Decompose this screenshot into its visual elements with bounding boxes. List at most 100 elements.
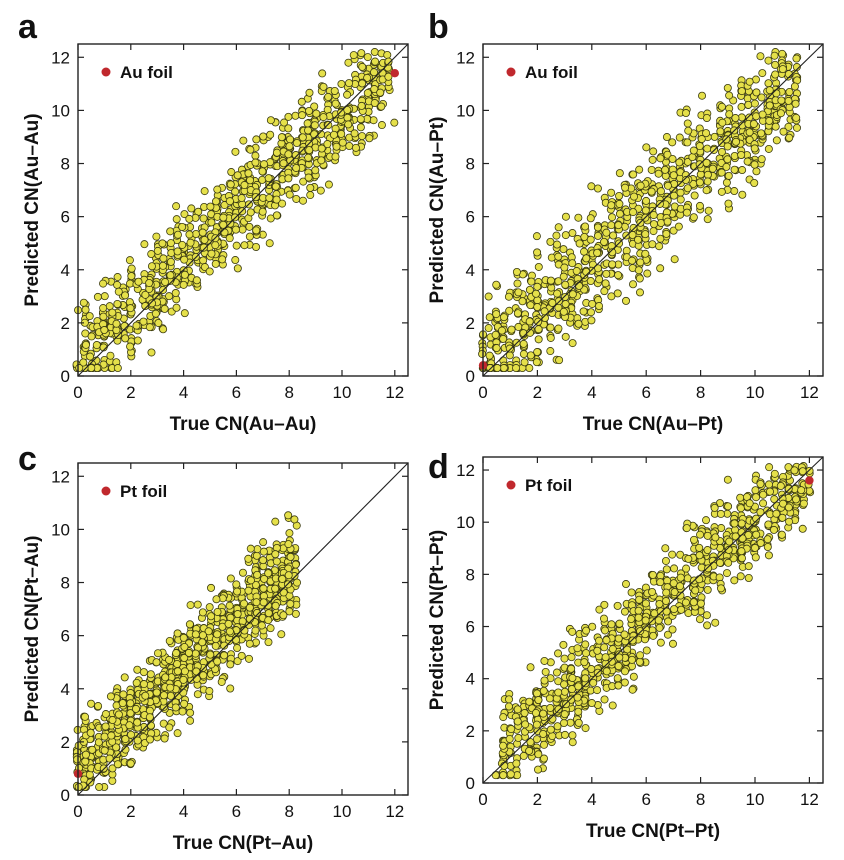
data-point	[141, 691, 150, 700]
data-point	[513, 717, 522, 726]
data-point	[663, 217, 672, 226]
y-tick-label: 6	[466, 618, 475, 637]
x-tick-label: 4	[179, 383, 188, 402]
data-point	[259, 547, 268, 556]
data-point	[534, 750, 543, 759]
data-point	[512, 267, 521, 276]
data-point	[737, 102, 746, 111]
data-point	[669, 191, 678, 200]
foil-point	[805, 476, 814, 485]
data-point	[629, 192, 638, 201]
data-point	[770, 51, 779, 60]
data-point	[376, 88, 385, 97]
data-point	[139, 680, 148, 689]
x-tick-label: 2	[126, 383, 135, 402]
data-point	[703, 546, 712, 555]
data-point	[561, 231, 570, 240]
data-point	[79, 298, 88, 307]
data-point	[797, 486, 806, 495]
data-point	[587, 699, 596, 708]
data-point	[722, 162, 731, 171]
data-point	[758, 110, 767, 119]
data-point	[648, 240, 657, 249]
data-point	[121, 334, 130, 343]
data-point	[670, 255, 679, 264]
y-tick-label: 2	[61, 733, 70, 752]
data-point	[179, 280, 188, 289]
data-point	[698, 91, 707, 100]
data-point	[654, 616, 663, 625]
data-point	[185, 214, 194, 223]
data-point	[643, 269, 652, 278]
data-point	[684, 609, 693, 618]
x-tick-label: 0	[73, 383, 82, 402]
y-tick-label: 8	[466, 155, 475, 174]
data-point	[298, 111, 307, 120]
data-point	[207, 218, 216, 227]
data-point	[581, 724, 590, 733]
data-point	[173, 729, 182, 738]
data-point	[749, 119, 758, 128]
data-point	[676, 573, 685, 582]
data-point	[655, 242, 664, 251]
data-point	[661, 556, 670, 565]
data-point	[683, 119, 692, 128]
data-point	[259, 132, 268, 141]
data-point	[253, 570, 262, 579]
data-point	[785, 87, 794, 96]
data-point	[213, 657, 222, 666]
data-point	[744, 100, 753, 109]
data-point	[582, 254, 591, 263]
data-point	[161, 278, 170, 287]
data-point	[568, 738, 577, 747]
data-point	[546, 725, 555, 734]
data-point	[357, 101, 366, 110]
data-point	[272, 195, 281, 204]
data-point	[504, 702, 513, 711]
data-point	[233, 644, 242, 653]
x-tick-label: 0	[73, 802, 82, 821]
data-point	[738, 554, 747, 563]
scatter-points	[478, 48, 802, 373]
data-point	[370, 85, 379, 94]
data-point	[546, 658, 555, 667]
y-tick-label: 4	[466, 261, 475, 280]
x-axis-title: True CN(Pt–Au)	[173, 833, 313, 854]
data-point	[649, 211, 658, 220]
data-point	[580, 658, 589, 667]
data-point	[499, 334, 508, 343]
data-point	[200, 187, 209, 196]
data-point	[349, 51, 358, 60]
data-point	[717, 168, 726, 177]
data-point	[225, 627, 234, 636]
x-tick-label: 10	[746, 383, 765, 402]
data-point	[390, 118, 399, 127]
data-point	[723, 83, 732, 92]
data-point	[566, 718, 575, 727]
data-point	[161, 673, 170, 682]
data-point	[345, 141, 354, 150]
data-point	[722, 135, 731, 144]
data-point	[266, 116, 275, 125]
data-point	[696, 530, 705, 539]
data-point	[745, 77, 754, 86]
data-point	[198, 608, 207, 617]
data-point	[668, 625, 677, 634]
data-point	[792, 123, 801, 132]
data-point	[219, 213, 228, 222]
data-point	[200, 235, 209, 244]
data-point	[559, 640, 568, 649]
data-point	[147, 262, 156, 271]
data-point	[641, 616, 650, 625]
data-point	[193, 690, 202, 699]
data-point	[226, 684, 235, 693]
data-point	[285, 529, 294, 538]
data-point	[344, 58, 353, 67]
data-point	[485, 351, 494, 360]
data-point	[691, 586, 700, 595]
data-point	[159, 325, 168, 334]
data-point	[518, 297, 527, 306]
data-point	[675, 133, 684, 142]
data-point	[251, 151, 260, 160]
data-point	[553, 240, 562, 249]
